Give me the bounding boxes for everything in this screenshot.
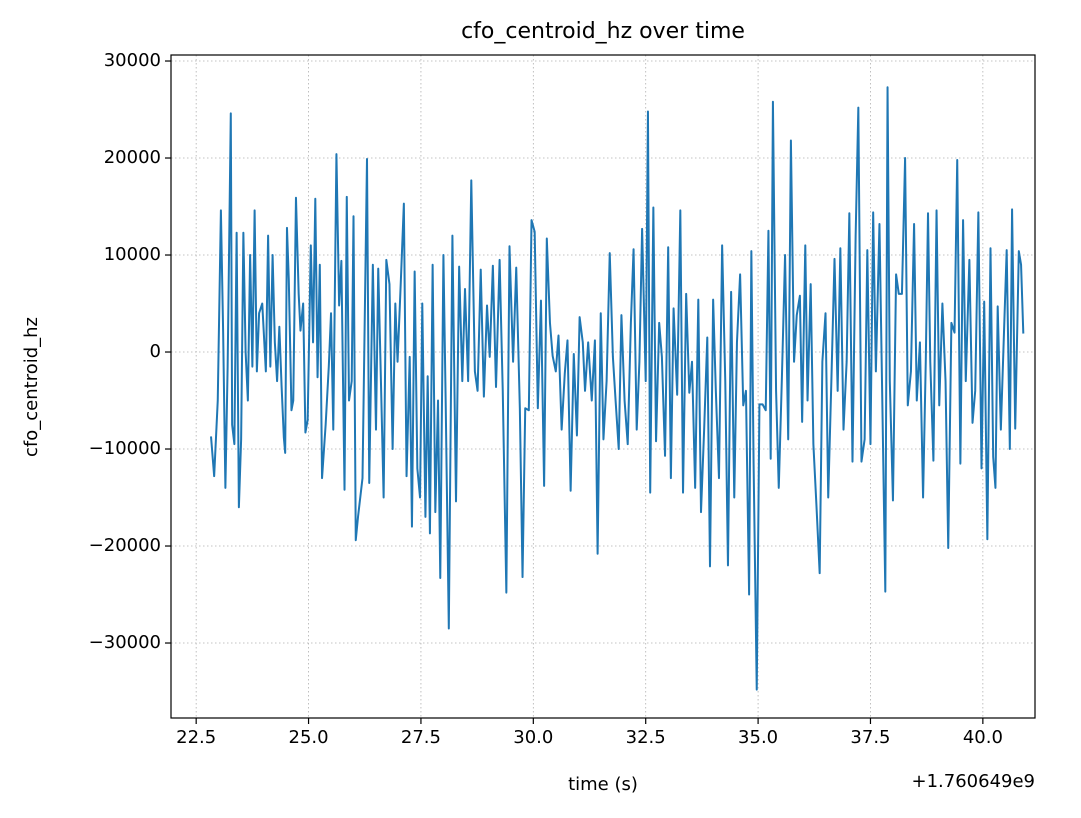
x-tick-label: 22.5: [176, 727, 216, 748]
x-tick-label: 27.5: [401, 727, 441, 748]
x-tick-label: 40.0: [963, 727, 1003, 748]
y-tick-label: 20000: [104, 147, 161, 168]
plot-frame: [170, 54, 1036, 719]
y-tick-label: −10000: [89, 438, 161, 459]
x-tick-label: 35.0: [738, 727, 778, 748]
x-tick-label: 37.5: [850, 727, 890, 748]
x-tick-label: 25.0: [289, 727, 329, 748]
y-tick-label: 0: [150, 341, 161, 362]
y-tick-label: −20000: [89, 535, 161, 556]
y-tick-label: 10000: [104, 244, 161, 265]
chart-title: cfo_centroid_hz over time: [461, 19, 745, 44]
x-tick-label: 32.5: [626, 727, 666, 748]
y-tick-label: 30000: [104, 50, 161, 71]
x-axis-label: time (s): [568, 774, 638, 795]
y-tick-label: −30000: [89, 632, 161, 653]
x-tick-label: 30.0: [513, 727, 553, 748]
data-line: [210, 86, 1025, 691]
y-axis-label: cfo_centroid_hz: [21, 317, 42, 457]
x-offset-label: +1.760649e9: [912, 771, 1036, 792]
